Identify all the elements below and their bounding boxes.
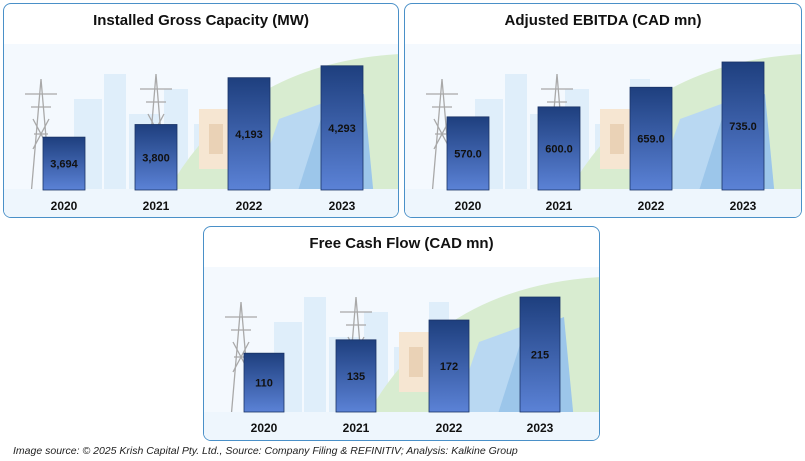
bar-value-label: 215 xyxy=(531,350,549,362)
x-tick-label: 2023 xyxy=(730,199,757,213)
bar-2022 xyxy=(227,77,271,191)
bar-value-label: 135 xyxy=(347,371,365,383)
capacity-chart-panel: 3,694 2020 3,800 2021 4,193 2022 4,293 2023 Ins… xyxy=(3,3,399,218)
x-tick-label: 2023 xyxy=(527,421,554,435)
bar-value-label: 570.0 xyxy=(454,148,482,160)
bar-2021 xyxy=(134,124,178,191)
x-tick-label: 2022 xyxy=(638,199,665,213)
bar-2023 xyxy=(721,61,765,191)
x-tick-label: 2020 xyxy=(455,199,482,213)
bar-value-label: 3,800 xyxy=(142,152,170,164)
fcf-chart-panel: 110 2020 135 2021 172 2022 215 2023 Free Cash F… xyxy=(203,226,600,441)
bar-value-label: 172 xyxy=(440,361,458,373)
bar-value-label: 110 xyxy=(255,378,273,390)
x-tick-label: 2022 xyxy=(436,421,463,435)
x-tick-label: 2023 xyxy=(329,199,356,213)
bar-2020 xyxy=(42,136,86,191)
bar-value-label: 735.0 xyxy=(729,121,757,133)
chart-title: Adjusted EBITDA (CAD mn) xyxy=(504,12,702,29)
bar-2020 xyxy=(446,116,490,191)
bar-value-label: 659.0 xyxy=(637,134,665,146)
bar-2022 xyxy=(629,86,673,191)
x-tick-label: 2021 xyxy=(546,199,573,213)
x-tick-label: 2020 xyxy=(251,421,278,435)
capacity-chart-svg: 3,694 2020 3,800 2021 4,193 2022 4,293 2023 xyxy=(4,44,398,217)
bar-2021 xyxy=(335,339,377,413)
bar-value-label: 4,193 xyxy=(235,129,263,141)
x-tick-label: 2021 xyxy=(143,199,170,213)
chart-title: Installed Gross Capacity (MW) xyxy=(93,12,309,29)
bar-2023 xyxy=(519,296,561,413)
chart-title: Free Cash Flow (CAD mn) xyxy=(309,235,494,252)
image-source-note: Image source: © 2025 Krish Capital Pty. … xyxy=(13,445,518,457)
fcf-chart-svg: 110 2020 135 2021 172 2022 215 2023 xyxy=(204,267,599,440)
bar-2022 xyxy=(428,319,470,413)
x-tick-label: 2021 xyxy=(343,421,370,435)
x-tick-label: 2022 xyxy=(236,199,263,213)
bar-2021 xyxy=(537,106,581,191)
bar-value-label: 4,293 xyxy=(328,123,356,135)
x-tick-label: 2020 xyxy=(51,199,78,213)
ebitda-chart-svg: 570.0 2020 600.0 2021 659.0 2022 735.0 2023 xyxy=(405,44,801,217)
bar-value-label: 3,694 xyxy=(50,159,78,171)
ebitda-chart-panel: 570.0 2020 600.0 2021 659.0 2022 735.0 2023 Adj… xyxy=(404,3,802,218)
bar-value-label: 600.0 xyxy=(545,143,573,155)
bar-2023 xyxy=(320,65,364,191)
bar-2020 xyxy=(243,352,285,413)
